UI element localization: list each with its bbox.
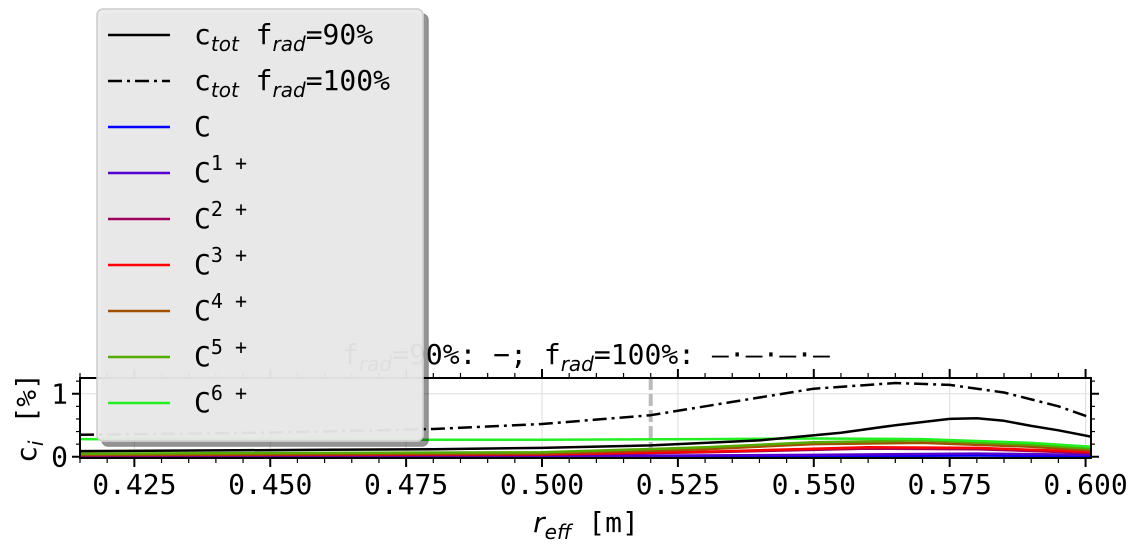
x-tick-label: 0.475 bbox=[364, 468, 448, 501]
legend-box bbox=[96, 8, 424, 442]
x-tick-label: 0.575 bbox=[908, 468, 992, 501]
title-v2: =100%: —·—·—·— bbox=[594, 338, 830, 371]
series-line-0 bbox=[80, 417, 1091, 453]
legend: ctot frad=90% ctot frad=100% C C1 + C2 + C3 +… bbox=[96, 8, 424, 442]
legend-label-5: C3 + bbox=[194, 243, 247, 281]
legend-label-3: C1 + bbox=[194, 151, 247, 189]
y-axis-label: ci [%] bbox=[10, 373, 48, 463]
y-tick-label: 0 bbox=[51, 441, 68, 474]
x-axis-label-sub: eff bbox=[545, 520, 574, 544]
x-axis-label-base: r bbox=[533, 506, 546, 539]
x-tick-label: 0.525 bbox=[636, 468, 720, 501]
x-tick-label: 0.425 bbox=[92, 468, 176, 501]
x-axis-label-unit: [m] bbox=[571, 506, 638, 539]
x-tick-label: 0.500 bbox=[500, 468, 584, 501]
legend-label-4: C2 + bbox=[194, 197, 247, 235]
legend-label-6: C4 + bbox=[194, 289, 247, 327]
y-tick-label: 1 bbox=[51, 378, 68, 411]
x-tick-label: 0.600 bbox=[1043, 468, 1127, 501]
y-axis-label-unit: [%] bbox=[10, 373, 43, 440]
legend-label-0: ctot frad=90% bbox=[194, 18, 373, 56]
series-line-6 bbox=[80, 441, 1091, 457]
x-axis-label: reff [m] bbox=[533, 506, 639, 544]
x-tick-label: 0.450 bbox=[228, 468, 312, 501]
legend-label-2: C bbox=[194, 110, 211, 143]
plot-frame bbox=[79, 377, 1092, 459]
x-tick-label: 0.550 bbox=[772, 468, 856, 501]
y-axis-label-base: c bbox=[10, 446, 43, 463]
title-f2: f bbox=[544, 338, 561, 371]
legend-label-1: ctot frad=100% bbox=[194, 64, 390, 102]
y-axis-label-sub: i bbox=[24, 440, 48, 446]
legend-label-8: C6 + bbox=[194, 381, 247, 419]
axis-ticks: 0.425 0.450 0.475 0.500 0.525 0.550 0.575 0.600… bbox=[51, 369, 1128, 501]
title-sub2: rad bbox=[561, 352, 594, 376]
series-lines bbox=[80, 381, 1091, 458]
legend-items: ctot frad=90% ctot frad=100% C C1 + C2 + C3 +… bbox=[108, 18, 390, 419]
legend-label-7: C5 + bbox=[194, 335, 247, 373]
series-line-7 bbox=[80, 439, 1091, 455]
